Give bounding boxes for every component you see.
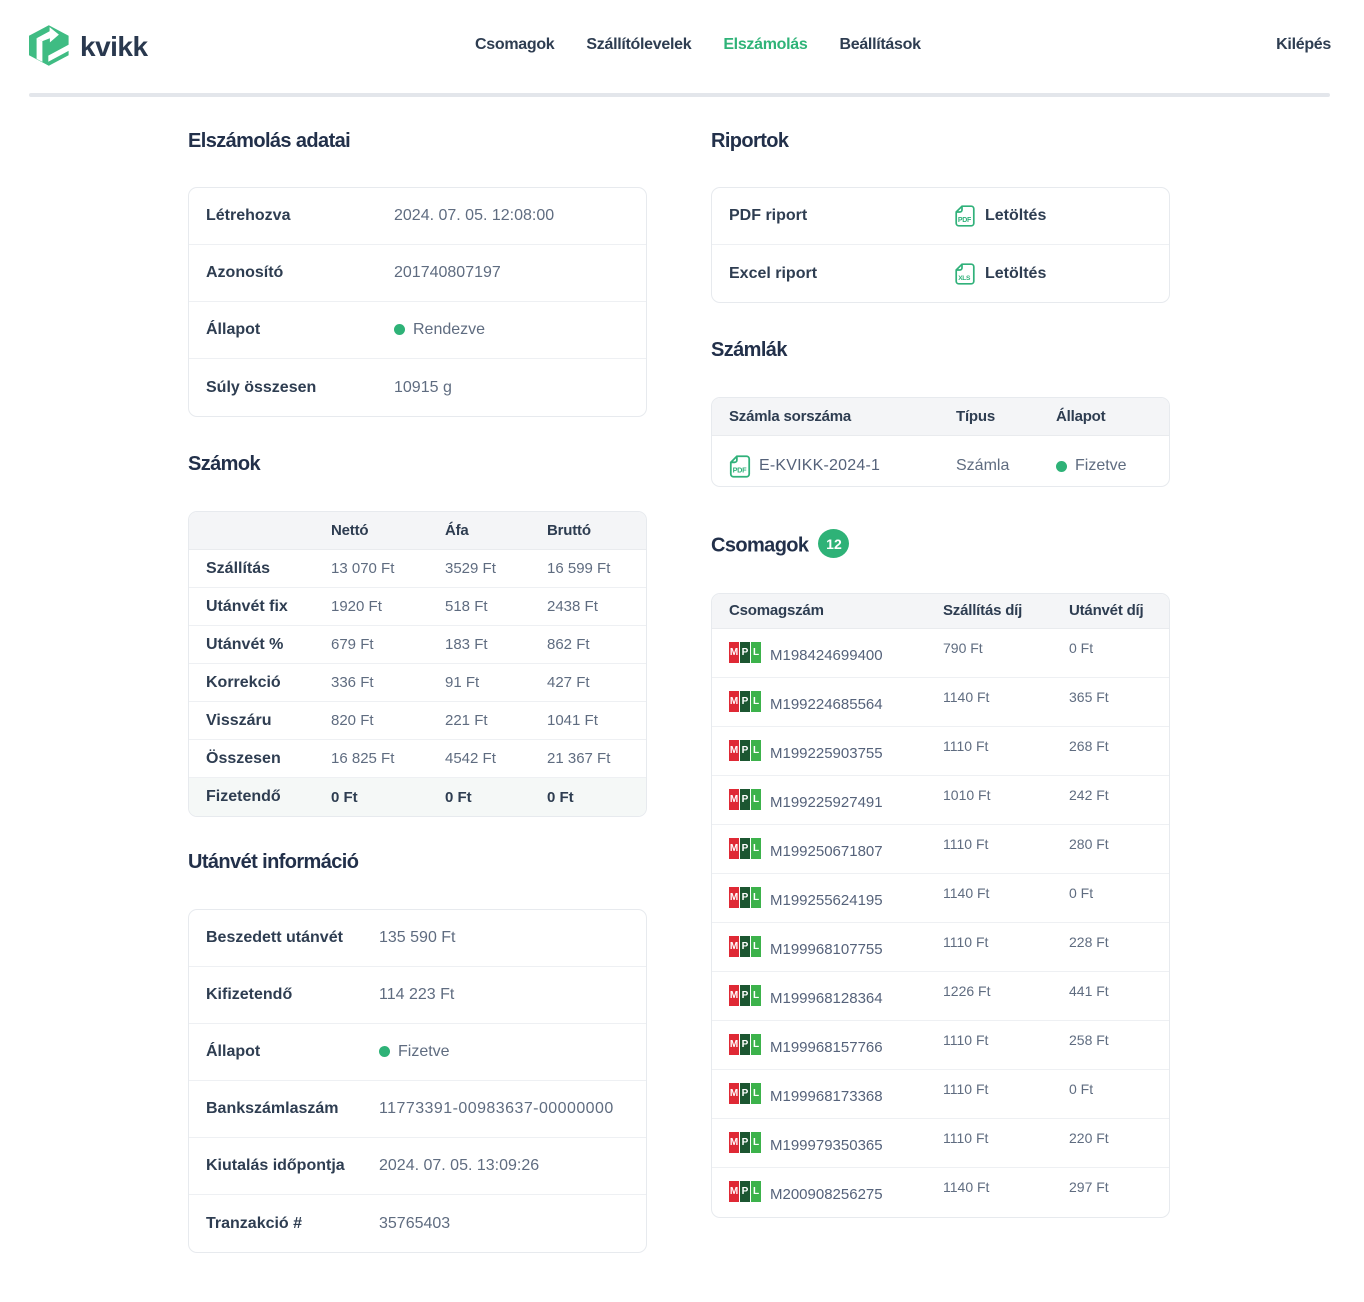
svg-text:XLS: XLS (958, 274, 971, 281)
svg-text:PDF: PDF (733, 465, 748, 474)
svg-text:PDF: PDF (958, 217, 972, 224)
